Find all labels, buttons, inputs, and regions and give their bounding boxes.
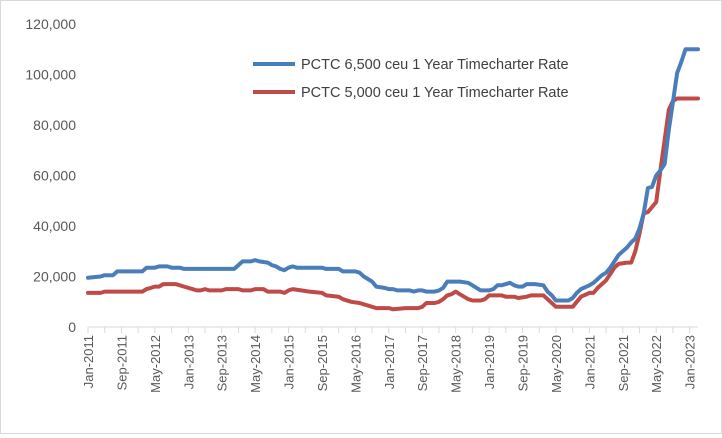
y-tick-label: 80,000 <box>33 117 76 133</box>
x-tick-label: Sep-2013 <box>215 335 230 391</box>
x-tick-label: Jan-2021 <box>582 335 597 389</box>
x-tick-label: Jan-2011 <box>81 335 96 388</box>
x-tick-label: Jan-2023 <box>683 335 698 389</box>
x-tick-label: Sep-2015 <box>315 335 330 391</box>
y-tick-label: 120,000 <box>25 16 76 32</box>
x-tick-label: May-2020 <box>549 335 564 393</box>
y-tick-label: 0 <box>68 319 76 335</box>
x-tick-label: Sep-2019 <box>516 335 531 391</box>
x-tick-label: Sep-2011 <box>114 335 129 390</box>
x-tick-label: May-2014 <box>248 335 263 393</box>
x-tick-label: May-2012 <box>148 335 163 393</box>
x-tick-label: Jan-2013 <box>181 335 196 389</box>
x-tick-label: May-2018 <box>449 335 464 393</box>
y-tick-label: 60,000 <box>33 168 76 184</box>
legend-label-series-1: PCTC 6,500 ceu 1 Year Timecharter Rate <box>301 57 569 73</box>
chart-axes: 0 20,000 40,000 60,000 80,000 100,000 120,000 J… <box>25 16 698 393</box>
x-tick-label: Sep-2017 <box>415 335 430 391</box>
x-tick-label: Jan-2015 <box>282 335 297 389</box>
chart-legend: PCTC 6,500 ceu 1 Year Timecharter Rate P… <box>253 57 569 101</box>
x-tick-label: Sep-2021 <box>616 335 631 391</box>
x-tick-label: Jan-2017 <box>382 335 397 389</box>
x-tick-label: May-2022 <box>649 335 664 393</box>
series-line-2 <box>86 96 700 312</box>
legend-label-series-2: PCTC 5,000 ceu 1 Year Timecharter Rate <box>301 85 569 101</box>
y-tick-label: 40,000 <box>33 218 76 234</box>
chart-series <box>86 47 700 312</box>
y-tick-label: 20,000 <box>33 269 76 285</box>
x-tick-label: May-2016 <box>348 335 363 393</box>
series-line-1 <box>86 47 700 303</box>
x-tick-label: Jan-2019 <box>482 335 497 389</box>
y-tick-label: 100,000 <box>25 67 76 83</box>
